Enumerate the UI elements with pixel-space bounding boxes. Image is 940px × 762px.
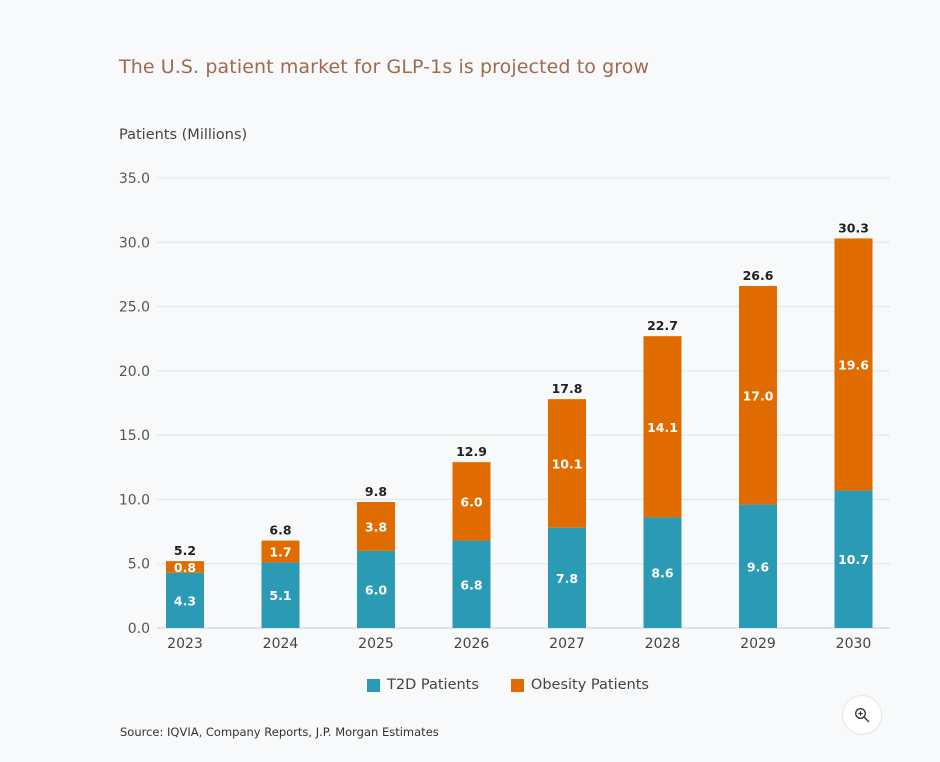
zoom-button[interactable]	[842, 695, 882, 735]
total-label: 30.3	[838, 220, 869, 235]
data-label-t2d: 9.6	[747, 559, 769, 574]
bar-t2d	[166, 572, 204, 628]
bar-obesity	[452, 462, 491, 541]
bar-obesity	[357, 502, 395, 551]
legend-label-obesity: Obesity Patients	[530, 677, 649, 693]
bar-t2d	[452, 540, 491, 628]
bar-obesity	[643, 336, 682, 518]
data-label-obesity: 14.1	[647, 420, 678, 435]
x-tick-label: 2028	[645, 636, 681, 652]
total-label: 26.6	[743, 268, 774, 283]
y-tick-label: 15.0	[119, 428, 150, 444]
x-tick-label: 2029	[740, 636, 776, 652]
bar-t2d	[834, 490, 873, 628]
data-label-obesity: 1.7	[269, 545, 291, 560]
data-label-t2d: 4.3	[174, 593, 196, 608]
legend-label-t2d: T2D Patients	[387, 677, 479, 693]
y-tick-label: 25.0	[119, 300, 150, 316]
data-label-obesity: 6.0	[460, 494, 482, 509]
total-label: 12.9	[456, 444, 487, 459]
zoom-in-icon	[855, 708, 870, 723]
total-label: 17.8	[552, 381, 583, 396]
bar-t2d	[739, 504, 777, 628]
y-tick-label: 10.0	[119, 492, 150, 508]
legend-swatch-t2d	[367, 678, 381, 692]
source-note: Source: IQVIA, Company Reports, J.P. Mor…	[120, 725, 439, 739]
bar-obesity	[739, 286, 777, 505]
data-label-obesity: 3.8	[365, 519, 387, 534]
data-label-obesity: 19.6	[838, 357, 869, 372]
y-tick-label: 20.0	[119, 364, 150, 380]
data-label-t2d: 7.8	[556, 571, 578, 586]
y-tick-label: 5.0	[128, 557, 150, 573]
bar-obesity	[166, 561, 204, 573]
y-axis-title: Patients (Millions)	[119, 127, 248, 143]
bar-obesity	[261, 540, 300, 563]
bar-t2d	[261, 562, 300, 628]
y-tick-label: 30.0	[119, 235, 150, 251]
data-label-obesity: 0.8	[174, 560, 196, 575]
x-tick-label: 2030	[836, 636, 872, 652]
data-label-t2d: 6.0	[365, 582, 387, 597]
y-tick-label: 0.0	[128, 621, 150, 637]
x-tick-label: 2024	[263, 636, 299, 652]
legend-item-obesity: Obesity Patients	[510, 677, 649, 693]
data-label-obesity: 17.0	[743, 388, 774, 403]
legend-swatch-obesity	[510, 678, 524, 692]
x-tick-label: 2023	[167, 636, 203, 652]
x-tick-label: 2025	[358, 636, 394, 652]
y-tick-label: 35.0	[119, 171, 150, 187]
x-tick-label: 2027	[549, 636, 585, 652]
legend-item-t2d: T2D Patients	[367, 677, 479, 693]
data-label-obesity: 10.1	[552, 456, 583, 471]
total-label: 6.8	[269, 523, 291, 538]
total-label: 5.2	[174, 543, 196, 558]
total-label: 22.7	[647, 318, 678, 333]
bar-obesity	[834, 238, 873, 491]
stacked-bar-chart: 0.0 5.0 10.0 15.0 20.0 25.0 30.0 35.0 4.3 0.8 5.2 2…	[119, 171, 890, 652]
data-label-t2d: 8.6	[651, 566, 673, 581]
data-label-t2d: 10.7	[838, 552, 869, 567]
bar-t2d	[357, 550, 395, 628]
data-label-t2d: 6.8	[460, 577, 482, 592]
legend: T2D Patients Obesity Patients	[0, 677, 940, 693]
x-tick-label: 2026	[454, 636, 490, 652]
chart-title: The U.S. patient market for GLP-1s is pr…	[119, 56, 650, 78]
bar-obesity	[548, 399, 586, 528]
bar-t2d	[548, 527, 586, 628]
total-label: 9.8	[365, 484, 387, 499]
data-label-t2d: 5.1	[269, 588, 291, 603]
bar-t2d	[643, 517, 682, 628]
